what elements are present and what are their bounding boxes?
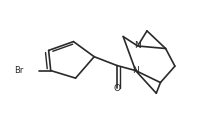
Text: N: N bbox=[132, 66, 138, 75]
Text: O: O bbox=[113, 84, 120, 93]
Text: N: N bbox=[134, 41, 140, 51]
Text: Br: Br bbox=[14, 66, 23, 75]
